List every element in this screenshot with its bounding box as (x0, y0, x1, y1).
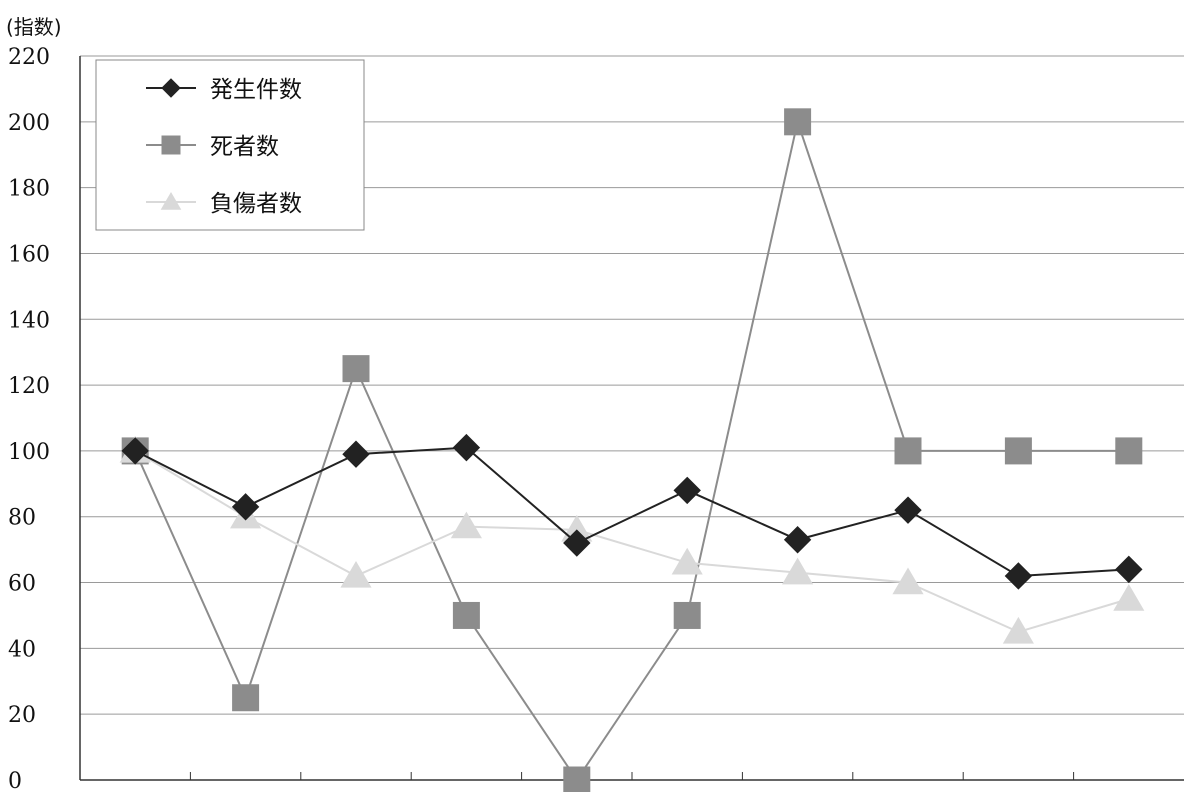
y-axis-tick-labels: 0 20 40 60 80 100 120 140 160 180 200 220 (8, 45, 50, 792)
legend-marker-square (161, 135, 181, 155)
legend-box (95, 59, 365, 231)
legend-label: 負傷者数 (210, 191, 302, 217)
y-tick-label: 60 (8, 572, 36, 597)
data-point-diamond (342, 440, 370, 468)
legend-label: 発生件数 (210, 77, 302, 103)
axes (79, 56, 1184, 781)
y-tick-label: 160 (8, 242, 50, 267)
data-point-diamond (894, 496, 922, 524)
series-diamond (121, 433, 1143, 590)
data-point-diamond (121, 437, 149, 465)
series-layer (119, 108, 1145, 792)
y-tick-label: 20 (8, 703, 36, 728)
data-point-triangle (892, 567, 924, 595)
series-line-diamond (134, 446, 1129, 577)
y-tick-label: 140 (8, 308, 50, 333)
data-point-diamond (673, 476, 701, 505)
data-point-square (784, 108, 812, 136)
data-point-diamond (1004, 562, 1033, 590)
data-point-square (232, 684, 260, 712)
series-line-triangle (134, 450, 1130, 633)
y-tick-label: 200 (8, 111, 50, 136)
data-point-square (673, 601, 701, 629)
data-point-triangle (1113, 584, 1145, 611)
y-tick-label: 0 (8, 769, 22, 792)
data-point-triangle (340, 560, 372, 588)
data-point-diamond (783, 526, 812, 554)
y-axis-unit-label: (指数) (6, 15, 62, 39)
data-point-diamond (231, 493, 260, 521)
legend-marker-diamond (161, 78, 181, 98)
y-tick-label: 120 (8, 374, 50, 399)
data-point-square (563, 766, 591, 792)
data-point-diamond (563, 529, 591, 557)
y-tick-label: 100 (8, 440, 50, 465)
data-point-diamond (452, 433, 481, 462)
data-point-triangle (671, 547, 703, 575)
legend-label: 死者数 (210, 134, 279, 160)
y-tick-label: 220 (8, 45, 50, 70)
series-line-square (134, 118, 1129, 782)
legend-marker-triangle (160, 192, 182, 210)
y-tick-label: 180 (8, 177, 50, 202)
data-point-square (1115, 437, 1143, 465)
data-point-diamond (1115, 555, 1143, 584)
data-point-triangle (782, 557, 814, 585)
gridlines (80, 55, 1184, 715)
data-point-square (894, 437, 922, 465)
series-triangle (119, 435, 1145, 644)
data-point-triangle (450, 511, 482, 539)
data-point-square (342, 355, 370, 383)
data-point-square (452, 601, 480, 629)
y-tick-label: 40 (8, 637, 36, 662)
data-point-square (1004, 437, 1032, 465)
y-tick-label: 80 (8, 506, 36, 531)
data-point-triangle (1002, 616, 1034, 644)
